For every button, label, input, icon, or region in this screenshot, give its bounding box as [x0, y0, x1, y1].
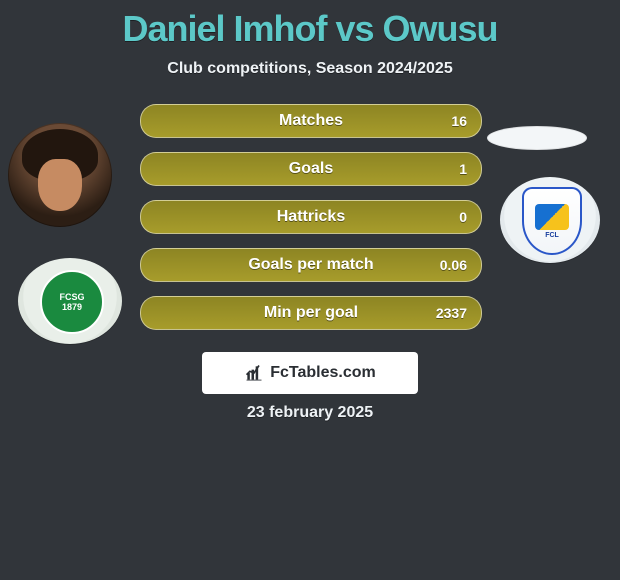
stat-row-matches: Matches 16 — [140, 104, 482, 138]
player1-avatar — [8, 123, 112, 227]
club-left-year: 1879 — [62, 302, 82, 312]
stat-label: Min per goal — [141, 297, 481, 329]
stat-value: 2337 — [436, 297, 467, 329]
club-right-mark — [535, 204, 569, 230]
stat-label: Goals — [141, 153, 481, 185]
stat-row-gpm: Goals per match 0.06 — [140, 248, 482, 282]
club-right-shield: FCL — [522, 187, 582, 255]
club-left-code: FCSG 1879 — [59, 292, 84, 312]
club-left-badge: FCSG 1879 — [18, 258, 122, 344]
bars-icon — [244, 363, 264, 383]
stat-value: 16 — [451, 105, 467, 137]
club-left-inner: FCSG 1879 — [40, 270, 104, 334]
comparison-card: Daniel Imhof vs Owusu Club competitions,… — [0, 0, 620, 580]
stat-value: 1 — [459, 153, 467, 185]
player1-face — [38, 159, 82, 211]
club-right-badge: FCL — [500, 177, 600, 263]
page-title: Daniel Imhof vs Owusu — [0, 0, 620, 50]
stat-row-goals: Goals 1 — [140, 152, 482, 186]
player2-avatar — [487, 126, 587, 150]
brand-text: FcTables.com — [270, 364, 376, 382]
club-right-code: FCL — [545, 232, 559, 239]
stat-row-hattricks: Hattricks 0 — [140, 200, 482, 234]
stat-label: Matches — [141, 105, 481, 137]
stat-label: Goals per match — [141, 249, 481, 281]
date-text: 23 february 2025 — [0, 404, 620, 422]
stat-row-mpg: Min per goal 2337 — [140, 296, 482, 330]
brand-link[interactable]: FcTables.com — [202, 352, 418, 394]
club-left-code-text: FCSG — [59, 292, 84, 302]
stat-value: 0.06 — [440, 249, 467, 281]
stats-list: Matches 16 Goals 1 Hattricks 0 Goals per… — [140, 104, 480, 330]
stat-label: Hattricks — [141, 201, 481, 233]
subtitle: Club competitions, Season 2024/2025 — [0, 60, 620, 78]
stat-value: 0 — [459, 201, 467, 233]
